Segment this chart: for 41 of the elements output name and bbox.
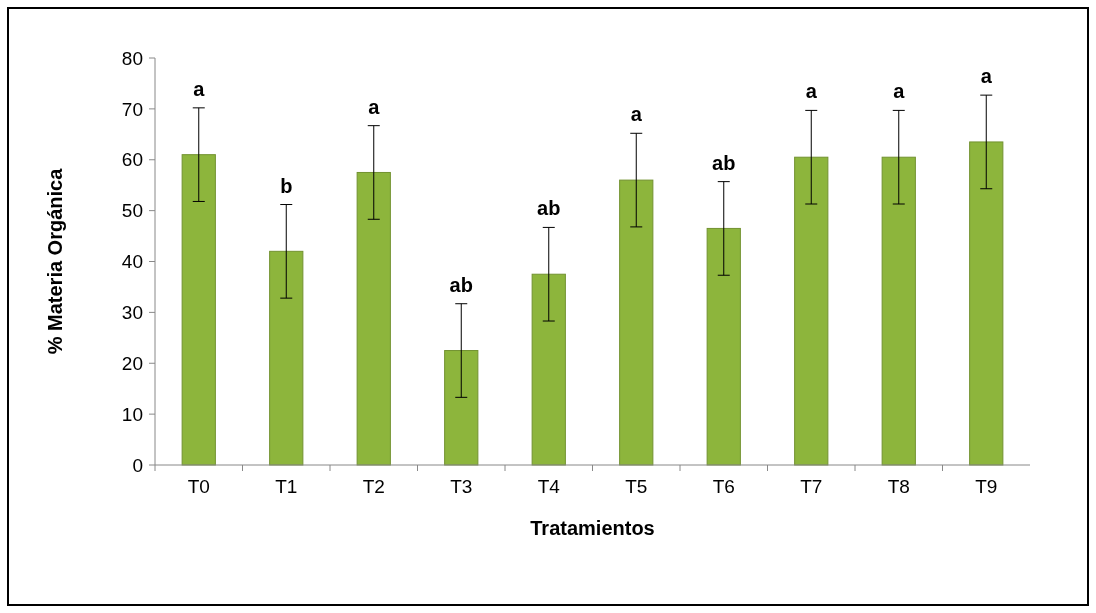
x-tick-label: T8 [887, 476, 910, 497]
bar [794, 156, 829, 466]
annotation: ab [537, 197, 561, 220]
y-tick-label: 60 [121, 149, 143, 171]
x-tick-label: T5 [625, 476, 648, 497]
bar [706, 227, 741, 466]
x-tick-label: T4 [537, 476, 561, 497]
annotation: ab [449, 273, 473, 296]
x-tick-label: T3 [450, 476, 473, 497]
annotation: b [280, 174, 293, 197]
annotation: a [805, 80, 818, 103]
x-tick-label: T1 [275, 476, 298, 497]
bar [356, 171, 391, 466]
y-tick-label: 40 [121, 251, 143, 273]
bar [881, 156, 916, 466]
annotation: ab [712, 151, 736, 174]
x-axis-title: Tratamientos [530, 517, 655, 539]
y-tick-label: 30 [121, 302, 143, 324]
annotation: a [368, 95, 381, 118]
bar [269, 250, 304, 466]
y-tick-label: 80 [121, 47, 143, 69]
bar [444, 350, 479, 466]
bar [531, 273, 566, 466]
y-tick-label: 20 [121, 352, 143, 374]
annotation: a [193, 77, 206, 100]
x-tick-label: T9 [975, 476, 998, 497]
y-tick-label: 70 [121, 98, 143, 120]
y-axis-title: % Materia Orgánica [44, 167, 66, 355]
y-tick-label: 50 [121, 200, 143, 222]
y-tick-label: 0 [132, 454, 143, 476]
x-tick-label: T6 [712, 476, 735, 497]
bar [181, 154, 216, 466]
x-tick-label: T2 [362, 476, 385, 497]
x-tick-label: T7 [800, 476, 823, 497]
bar [619, 179, 654, 466]
bar [969, 141, 1004, 466]
annotation: a [980, 65, 993, 88]
annotation: a [630, 103, 643, 126]
annotation: a [893, 80, 906, 103]
x-tick-label: T0 [187, 476, 210, 497]
y-tick-label: 10 [121, 403, 143, 425]
